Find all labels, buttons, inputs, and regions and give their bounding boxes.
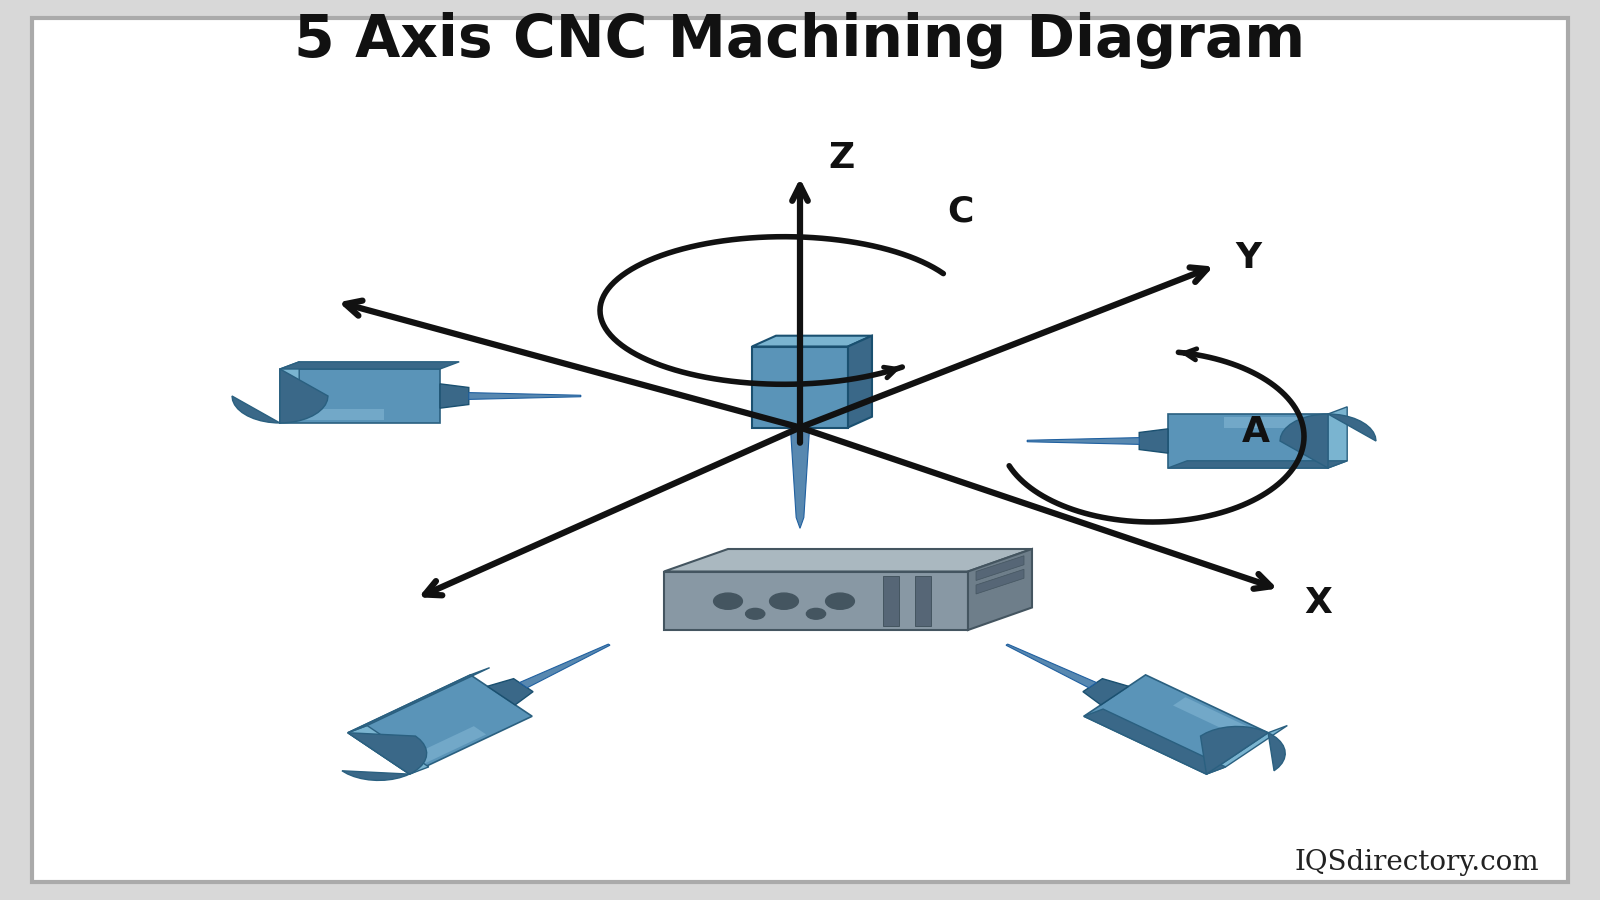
Polygon shape — [520, 644, 610, 688]
Polygon shape — [1027, 437, 1139, 445]
Text: Y: Y — [1235, 241, 1261, 275]
Polygon shape — [280, 362, 459, 369]
Circle shape — [746, 608, 765, 619]
Polygon shape — [469, 392, 581, 400]
Polygon shape — [1006, 644, 1096, 688]
Polygon shape — [1139, 429, 1168, 453]
Circle shape — [826, 593, 854, 609]
Polygon shape — [1224, 417, 1304, 428]
Circle shape — [770, 593, 798, 609]
Text: A: A — [1242, 415, 1270, 449]
Text: C: C — [947, 194, 973, 229]
Polygon shape — [1200, 726, 1285, 774]
Polygon shape — [1328, 407, 1347, 468]
Polygon shape — [752, 346, 848, 428]
Polygon shape — [342, 733, 427, 780]
Polygon shape — [1083, 675, 1269, 774]
Polygon shape — [1168, 414, 1328, 468]
Polygon shape — [664, 572, 968, 630]
Polygon shape — [883, 576, 899, 626]
Polygon shape — [280, 362, 299, 423]
Polygon shape — [968, 549, 1032, 630]
Polygon shape — [976, 569, 1024, 594]
Polygon shape — [488, 679, 533, 705]
Circle shape — [806, 608, 826, 619]
Polygon shape — [915, 576, 931, 626]
Polygon shape — [232, 369, 328, 423]
Polygon shape — [347, 725, 429, 774]
Polygon shape — [304, 410, 384, 420]
Polygon shape — [1206, 725, 1288, 774]
Text: Z: Z — [829, 140, 854, 175]
Polygon shape — [280, 369, 440, 423]
Text: 5 Axis CNC Machining Diagram: 5 Axis CNC Machining Diagram — [294, 12, 1306, 69]
Polygon shape — [347, 668, 490, 733]
Polygon shape — [413, 726, 486, 763]
FancyBboxPatch shape — [32, 18, 1568, 882]
Polygon shape — [848, 336, 872, 428]
Polygon shape — [664, 549, 1032, 572]
Polygon shape — [440, 383, 469, 408]
Polygon shape — [1173, 698, 1246, 734]
Polygon shape — [1083, 709, 1226, 774]
Polygon shape — [1168, 461, 1347, 468]
Polygon shape — [752, 336, 872, 346]
Polygon shape — [976, 555, 1024, 580]
Polygon shape — [1083, 679, 1128, 705]
Circle shape — [714, 593, 742, 609]
Text: X: X — [1304, 586, 1331, 620]
Polygon shape — [1280, 414, 1376, 468]
Polygon shape — [790, 428, 810, 528]
Polygon shape — [347, 675, 533, 774]
Text: IQSdirectory.com: IQSdirectory.com — [1294, 849, 1539, 876]
